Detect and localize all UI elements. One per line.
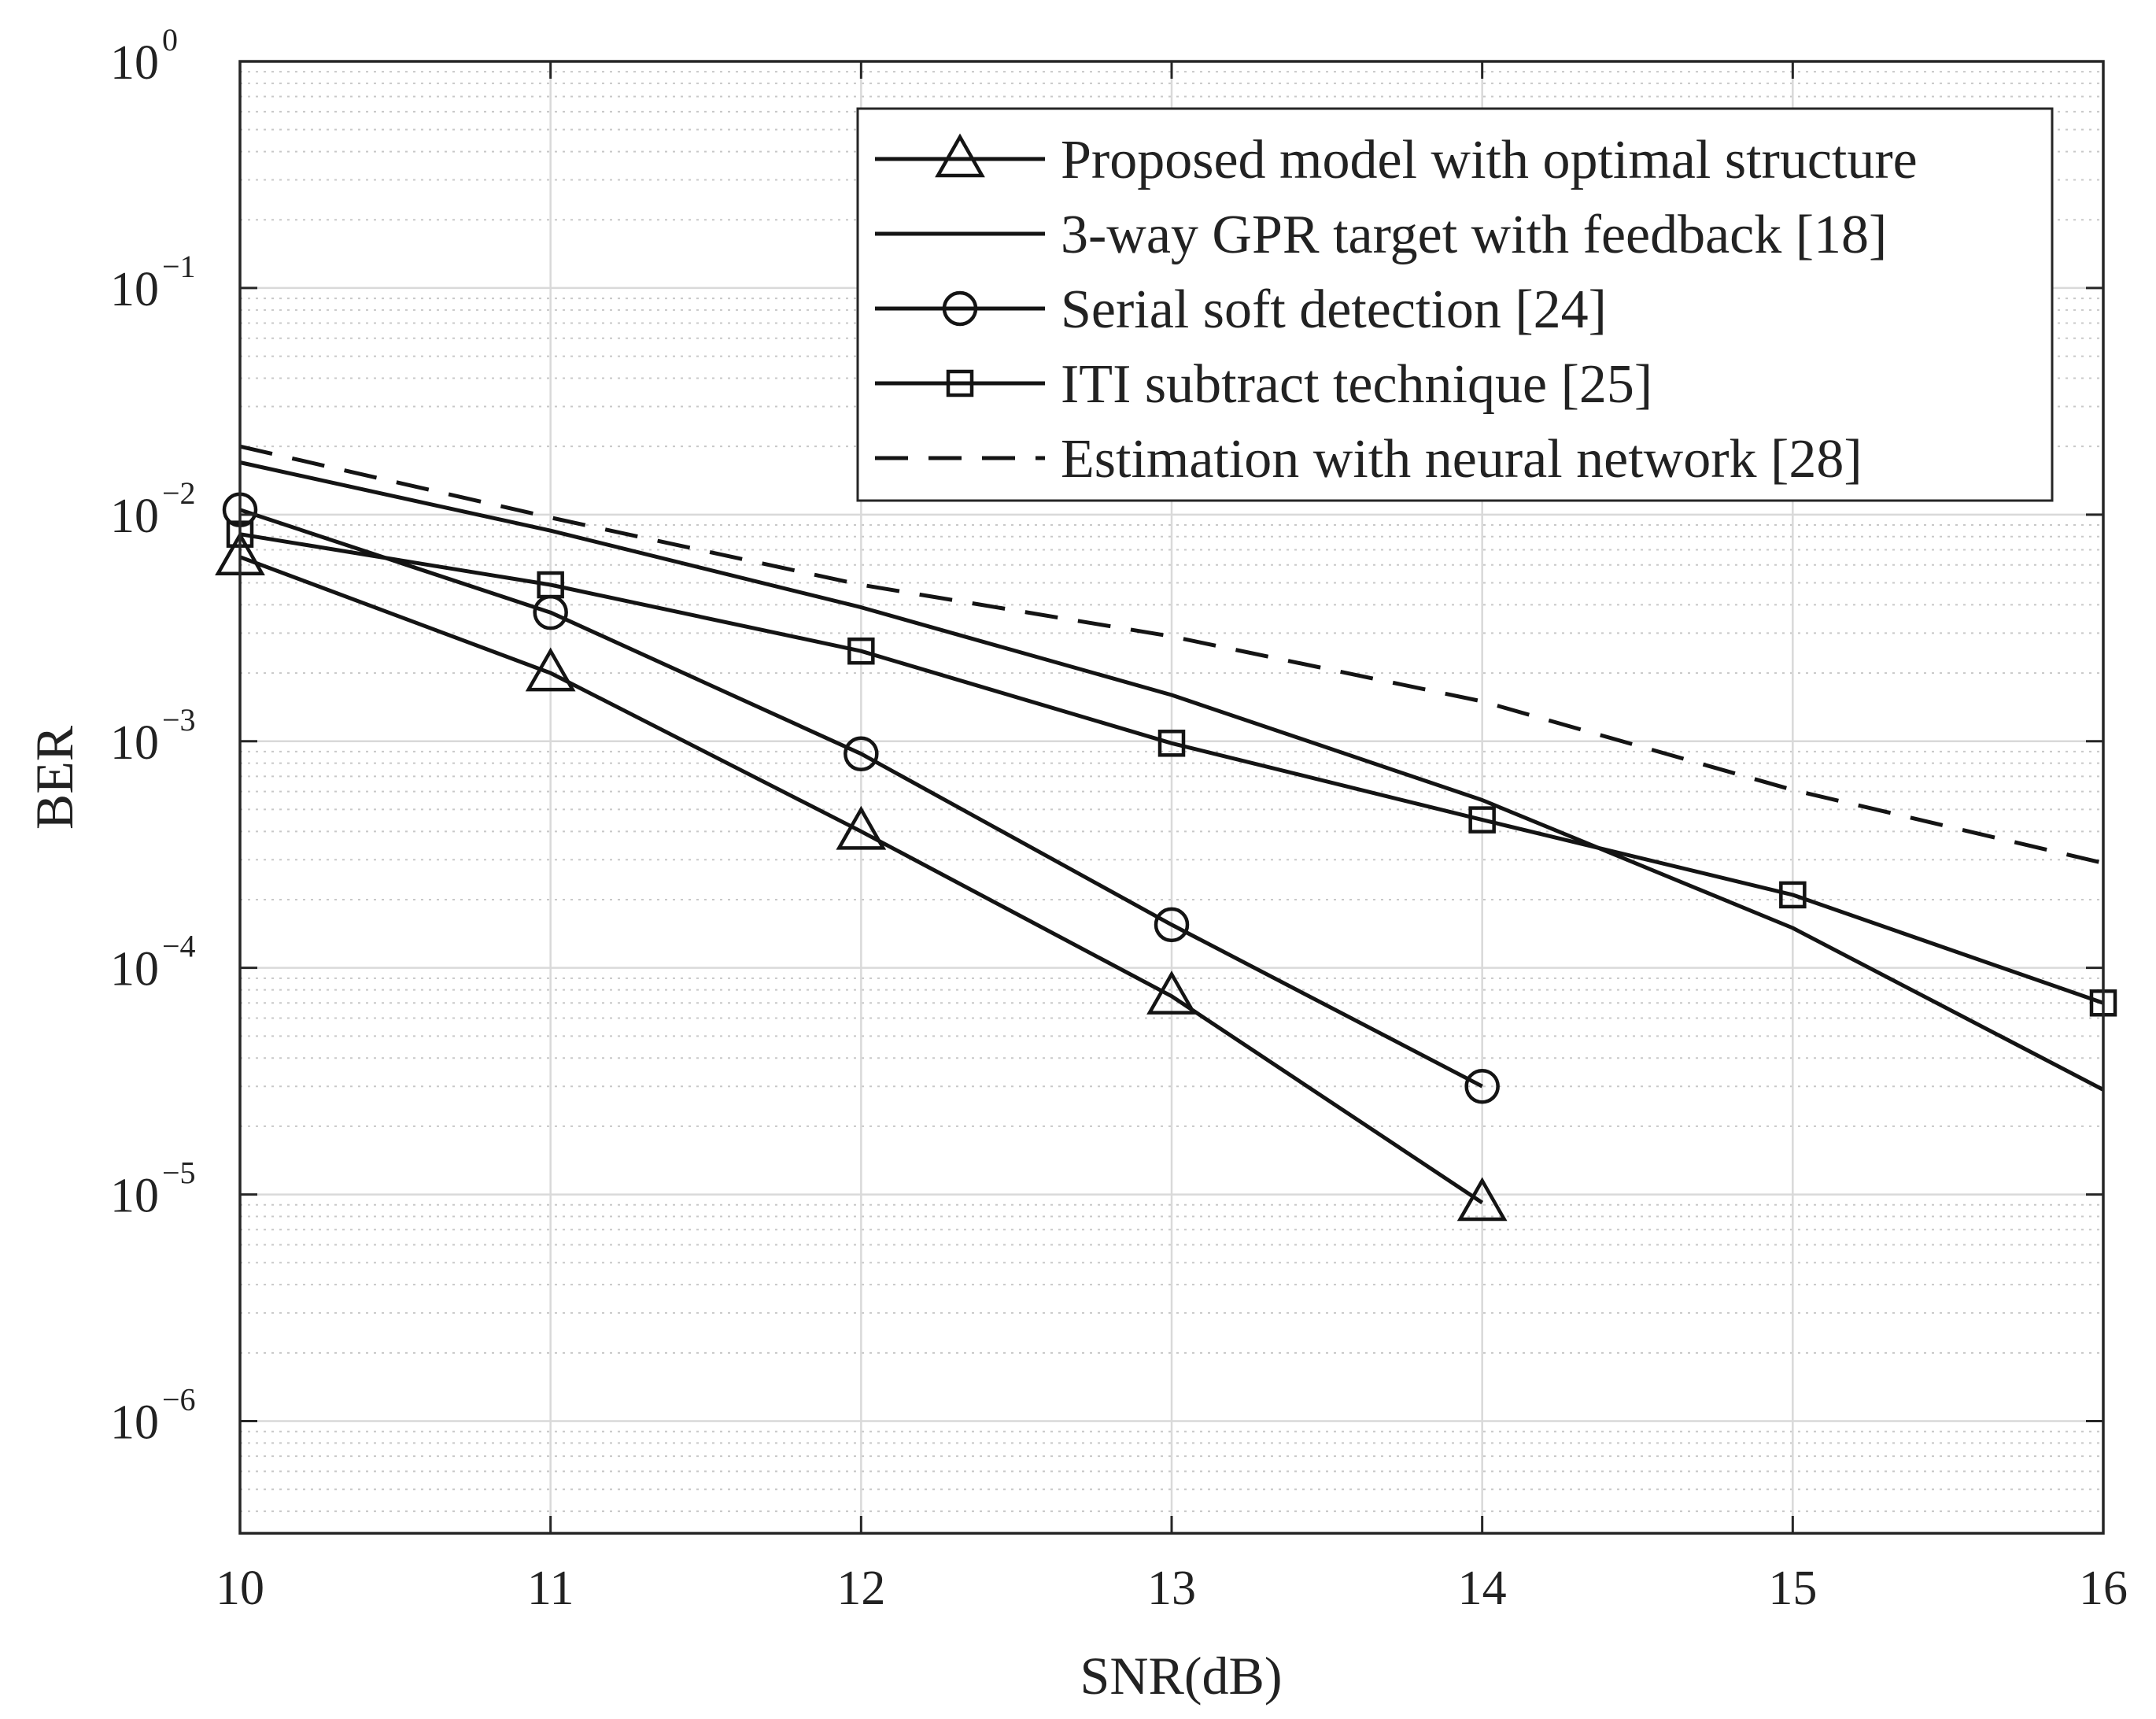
square-marker: [847, 637, 875, 665]
legend: Proposed model with optimal structure 3-w…: [856, 107, 2054, 502]
y-tick-label-exponent: −5: [162, 1155, 196, 1191]
x-tick-label: 13: [1147, 1562, 1196, 1615]
triangle-marker: [1146, 970, 1197, 1015]
y-tick-label-exponent: −1: [162, 249, 196, 284]
y-tick-label-base: 10: [110, 716, 159, 770]
x-tick-label: 11: [527, 1562, 574, 1615]
x-tick-label: 15: [1768, 1562, 1817, 1615]
legend-label: Serial soft detection [24]: [1061, 279, 1607, 340]
legend-label: Proposed model with optimal structure: [1061, 130, 1918, 190]
y-tick-label-exponent: −6: [162, 1382, 196, 1418]
legend-triangle-marker: [935, 133, 985, 178]
series-2: [239, 460, 2105, 1092]
x-axis-title: SNR(dB): [1080, 1646, 1283, 1706]
y-tick-label-exponent: 0: [162, 22, 178, 57]
square-marker: [537, 571, 564, 599]
y-tick-label-base: 10: [110, 1170, 159, 1223]
y-axis-title: BER: [24, 725, 84, 830]
y-tick-label-base: 10: [110, 36, 159, 90]
series-line: [239, 555, 1484, 1205]
triangle-marker: [836, 805, 887, 850]
square-marker: [1779, 881, 1807, 909]
x-tick-label: 14: [1458, 1562, 1507, 1615]
x-tick-label: 12: [836, 1562, 885, 1615]
series-line: [239, 460, 2105, 1092]
legend-label: ITI subtract technique [25]: [1061, 354, 1652, 415]
legend-entry-1: Proposed model with optimal structure: [875, 130, 1918, 190]
legend-square-marker: [946, 369, 974, 397]
y-tick-label-exponent: −4: [162, 929, 196, 964]
legend-box: [856, 107, 2054, 502]
y-tick-label-base: 10: [110, 263, 159, 316]
square-marker: [1157, 730, 1186, 757]
square-marker: [1468, 806, 1496, 834]
legend-entry-2: 3-way GPR target with feedback [18]: [875, 205, 1887, 265]
y-tick-label-base: 10: [110, 943, 159, 996]
legend-entry-4: ITI subtract technique [25]: [875, 354, 1652, 415]
circle-marker: [1464, 1068, 1500, 1104]
circle-marker: [1154, 907, 1190, 943]
x-tick-label: 16: [2079, 1562, 2128, 1615]
x-tick-label: 10: [216, 1562, 264, 1615]
legend-entry-3: Serial soft detection [24]: [875, 279, 1607, 340]
circle-marker: [844, 736, 879, 771]
y-tick-label-exponent: −2: [162, 475, 196, 511]
y-tick-label-base: 10: [110, 1396, 159, 1450]
legend-circle-marker: [942, 290, 978, 327]
legend-entry-5: Estimation with neural network [28]: [875, 429, 1863, 490]
y-tick-label-base: 10: [110, 490, 159, 543]
y-tick-label-exponent: −3: [162, 702, 196, 738]
legend-label: Estimation with neural network [28]: [1061, 429, 1863, 490]
series-1: [215, 531, 1508, 1222]
legend-label: 3-way GPR target with feedback [18]: [1061, 205, 1887, 265]
series-line: [239, 508, 1483, 1089]
triangle-marker: [1456, 1177, 1508, 1222]
data-series: [215, 444, 2117, 1222]
triangle-marker: [525, 647, 576, 692]
series-line: [239, 532, 2104, 1005]
